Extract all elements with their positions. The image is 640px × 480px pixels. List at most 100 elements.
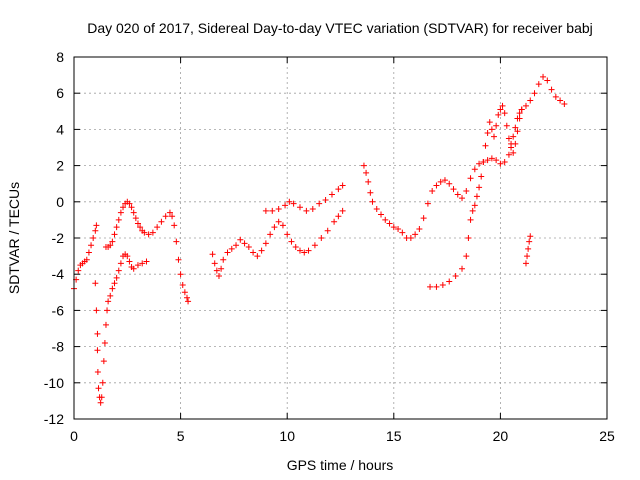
data-point — [132, 215, 139, 222]
data-point — [548, 86, 555, 93]
data-point — [94, 347, 101, 354]
y-tick-label: 8 — [56, 49, 64, 65]
data-point — [154, 224, 161, 231]
data-point — [416, 225, 423, 232]
data-point — [115, 216, 122, 223]
data-point — [525, 245, 532, 252]
data-point — [267, 231, 274, 238]
data-point — [524, 253, 531, 260]
data-point — [505, 151, 512, 158]
data-point — [535, 81, 542, 88]
data-point — [220, 256, 227, 263]
data-point — [339, 182, 346, 189]
data-point — [527, 233, 534, 240]
data-point — [508, 144, 515, 151]
data-point — [93, 307, 100, 314]
data-point — [130, 265, 137, 272]
data-point — [97, 399, 104, 406]
data-point — [145, 231, 152, 238]
data-point — [488, 126, 495, 133]
data-point — [94, 368, 101, 375]
data-point — [99, 379, 106, 386]
y-tick-label: -12 — [44, 411, 64, 427]
data-point — [181, 289, 188, 296]
data-point — [476, 160, 483, 167]
data-point — [117, 209, 124, 216]
data-points — [71, 73, 568, 406]
data-point — [162, 213, 169, 220]
data-point — [322, 196, 329, 203]
data-point — [452, 273, 459, 280]
data-point — [369, 198, 376, 205]
data-point — [117, 260, 124, 267]
data-point — [305, 247, 312, 254]
data-point — [514, 128, 521, 135]
data-point — [95, 385, 102, 392]
data-point — [501, 158, 508, 165]
data-point — [179, 282, 186, 289]
data-point — [288, 238, 295, 245]
data-point — [111, 280, 118, 287]
x-tick-label: 5 — [177, 428, 185, 444]
data-point — [469, 207, 476, 214]
data-point — [115, 267, 122, 274]
data-point — [275, 218, 282, 225]
data-point — [94, 330, 101, 337]
data-point — [100, 358, 107, 365]
data-point — [90, 235, 97, 241]
data-point — [124, 253, 131, 260]
data-point — [105, 298, 112, 305]
data-point — [527, 97, 534, 104]
data-point — [209, 251, 216, 258]
x-tick-label: 0 — [70, 428, 78, 444]
data-point — [395, 225, 402, 232]
data-point — [441, 177, 448, 184]
data-point — [437, 178, 444, 185]
data-point — [237, 236, 244, 243]
data-point — [92, 280, 99, 287]
data-point — [158, 218, 165, 225]
data-point — [141, 229, 148, 236]
data-point — [324, 227, 331, 234]
x-tick-label: 15 — [386, 428, 402, 444]
data-point — [175, 256, 182, 263]
data-point — [120, 204, 127, 211]
data-point — [450, 186, 457, 193]
data-point — [107, 242, 114, 249]
data-point — [473, 193, 480, 200]
data-point — [459, 265, 466, 272]
data-point — [139, 260, 146, 267]
x-tick-labels: 0 5 10 15 20 25 — [70, 428, 615, 444]
data-point — [107, 292, 114, 299]
data-point — [476, 184, 483, 191]
data-point — [137, 224, 144, 231]
data-point — [171, 222, 178, 229]
data-point — [296, 204, 303, 211]
data-point — [134, 220, 141, 227]
data-point — [269, 207, 276, 214]
data-point — [211, 260, 218, 267]
data-point — [339, 207, 346, 214]
data-point — [83, 256, 90, 263]
data-point — [228, 245, 235, 252]
data-point — [271, 224, 278, 231]
data-point — [126, 200, 133, 207]
data-point — [113, 274, 120, 281]
data-point — [522, 102, 529, 109]
data-point — [446, 180, 453, 187]
data-point — [531, 90, 538, 97]
data-point — [318, 235, 325, 241]
data-point — [399, 229, 406, 236]
data-point — [335, 186, 342, 193]
data-point — [301, 249, 308, 256]
data-point — [284, 231, 291, 238]
data-point — [109, 285, 116, 292]
data-point — [290, 200, 297, 207]
data-point — [275, 206, 282, 213]
data-point — [367, 189, 374, 196]
data-point — [386, 220, 393, 227]
data-point — [433, 283, 440, 290]
data-point — [93, 222, 100, 229]
data-point — [497, 106, 504, 113]
